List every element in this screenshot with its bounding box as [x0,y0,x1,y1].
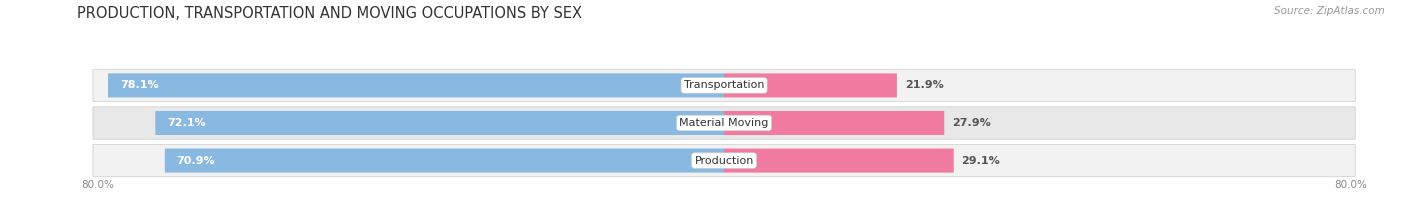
FancyBboxPatch shape [724,73,897,98]
Text: 80.0%: 80.0% [1334,180,1367,190]
FancyBboxPatch shape [93,69,1355,102]
Text: Material Moving: Material Moving [679,118,769,128]
FancyBboxPatch shape [93,107,1355,139]
Text: 29.1%: 29.1% [962,156,1000,165]
FancyBboxPatch shape [165,149,724,173]
Text: 72.1%: 72.1% [167,118,205,128]
Text: Production: Production [695,156,754,165]
Text: PRODUCTION, TRANSPORTATION AND MOVING OCCUPATIONS BY SEX: PRODUCTION, TRANSPORTATION AND MOVING OC… [77,6,582,21]
FancyBboxPatch shape [724,149,953,173]
Text: Transportation: Transportation [683,80,765,90]
FancyBboxPatch shape [93,144,1355,177]
Text: 80.0%: 80.0% [82,180,114,190]
FancyBboxPatch shape [108,73,724,98]
Text: 70.9%: 70.9% [177,156,215,165]
Text: 27.9%: 27.9% [952,118,991,128]
FancyBboxPatch shape [155,111,724,135]
Text: 21.9%: 21.9% [904,80,943,90]
Text: 78.1%: 78.1% [120,80,159,90]
Text: Source: ZipAtlas.com: Source: ZipAtlas.com [1274,6,1385,16]
FancyBboxPatch shape [724,111,945,135]
